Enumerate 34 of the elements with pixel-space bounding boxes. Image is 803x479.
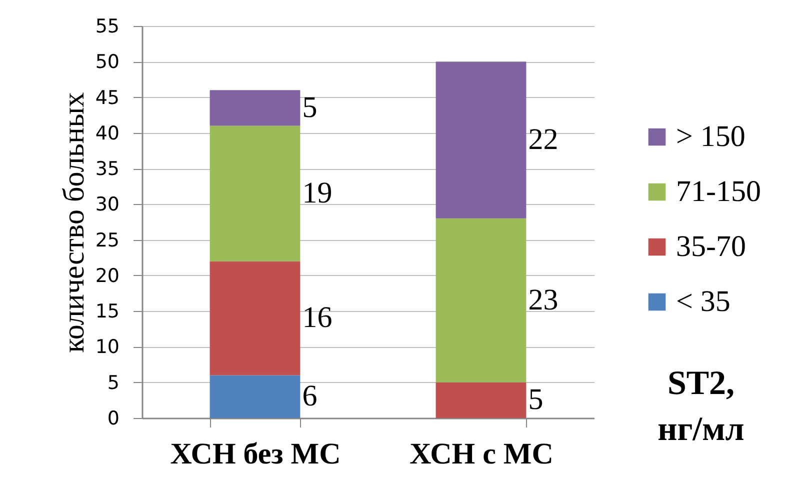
data-label: 5 (528, 383, 544, 416)
y-tick-label: 0 (107, 408, 120, 430)
y-tick-label: 5 (107, 372, 120, 394)
legend-title: ST2, нг/мл (658, 365, 744, 448)
x-tick-label: ХСН с МС (410, 438, 554, 470)
y-tick-label: 40 (95, 122, 120, 144)
y-tick-label: 20 (95, 264, 120, 287)
y-tick-label: 30 (95, 194, 120, 216)
y-tick-label: 45 (95, 86, 120, 109)
bar (210, 375, 300, 418)
data-label: 5 (302, 90, 318, 124)
legend-label: < 35 (676, 285, 730, 318)
bar (210, 261, 300, 376)
bar (436, 62, 526, 218)
y-tick-label: 35 (95, 158, 120, 180)
legend-label: > 150 (676, 120, 746, 153)
data-label: 6 (302, 380, 318, 413)
legend-label: 35-70 (676, 230, 746, 263)
y-tick-label: 10 (95, 336, 120, 358)
bar (436, 218, 526, 382)
y-tick-label: 15 (95, 300, 120, 323)
bar (436, 382, 526, 418)
y-axis-title: количество больных (57, 92, 90, 353)
bar (210, 90, 300, 126)
data-label: 23 (528, 283, 558, 316)
x-tick-label: ХСН без МС (170, 438, 341, 470)
legend-label: 71-150 (676, 175, 761, 208)
data-label: 16 (302, 301, 332, 334)
bar (210, 126, 300, 262)
y-tick-label: 55 (95, 16, 120, 38)
y-tick-label: 50 (95, 51, 120, 74)
data-label: 22 (528, 123, 558, 156)
y-tick-label: 25 (95, 229, 120, 252)
data-label: 19 (302, 176, 332, 210)
